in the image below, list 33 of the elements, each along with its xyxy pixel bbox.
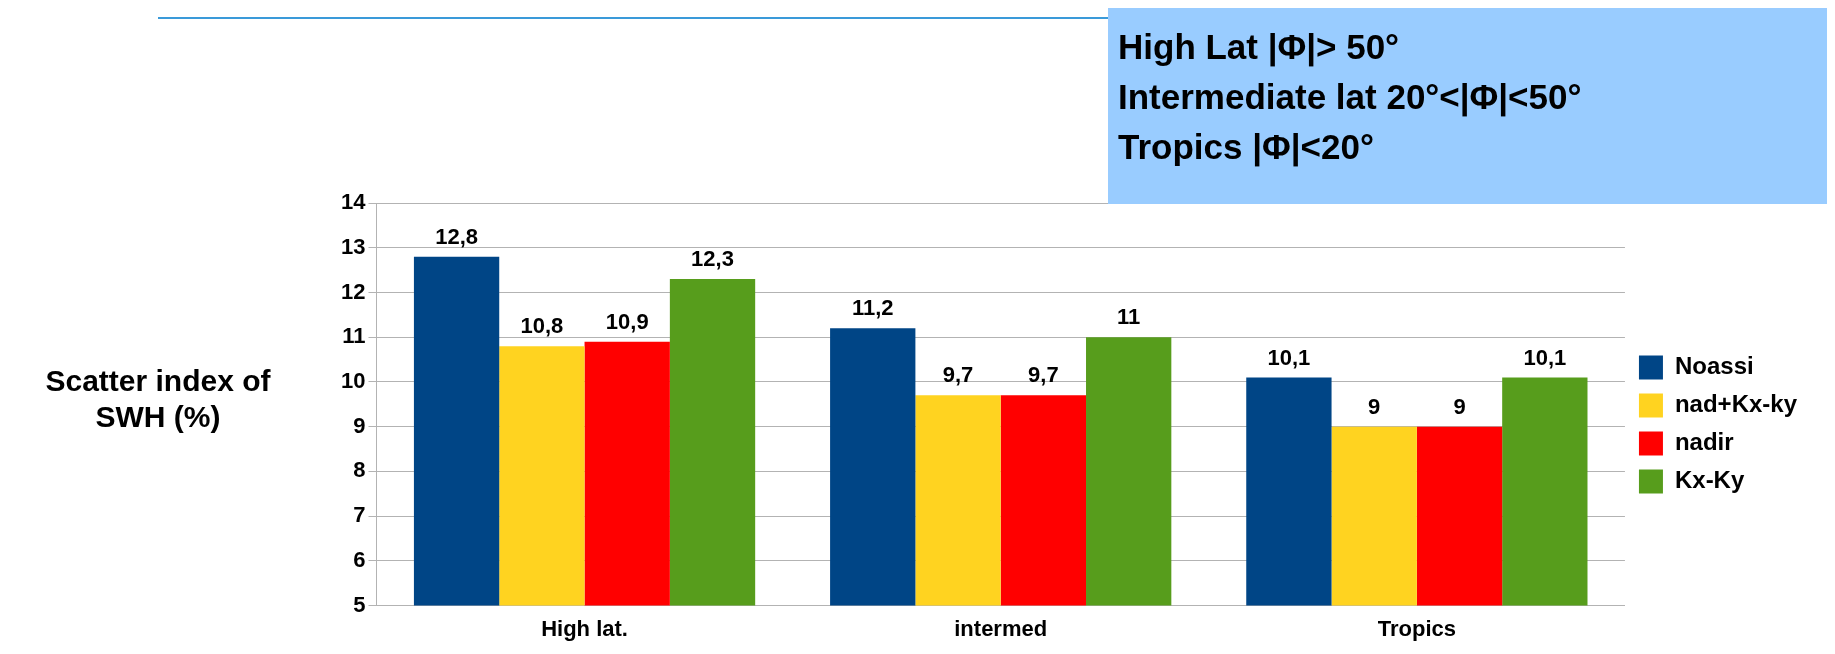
x-tick-label: Tropics — [1377, 615, 1456, 641]
data-label: 10,1 — [1267, 344, 1311, 370]
legend-label: nad+Kx-ky — [1674, 390, 1798, 418]
data-label: 9,7 — [1028, 362, 1059, 388]
data-label: 9 — [1453, 393, 1466, 419]
y-tick-label: 7 — [353, 502, 366, 528]
x-tick-label: High lat. — [541, 615, 628, 641]
y-tick-label: 6 — [353, 546, 366, 572]
legend-label: Kx-Ky — [1674, 466, 1745, 494]
y-tick-label: 9 — [353, 412, 366, 438]
data-label: 10,9 — [605, 308, 649, 334]
data-label: 12,3 — [691, 246, 734, 272]
y-tick-label: 13 — [340, 233, 366, 259]
data-label: 10,8 — [520, 313, 564, 339]
y-tick-label: 8 — [353, 457, 366, 483]
text: Intermediate lat 20°<|Φ|<50° — [1118, 76, 1583, 119]
x-tick-label: intermed — [954, 615, 1048, 641]
data-label: 10,1 — [1523, 344, 1567, 370]
text: Tropics |Φ|<20° — [1118, 126, 1375, 169]
data-label: 12,8 — [435, 223, 478, 249]
y-tick-label: 14 — [340, 189, 367, 215]
data-label: 9,7 — [942, 362, 974, 388]
data-label: 11 — [1117, 304, 1141, 330]
y-tick-label: 5 — [353, 591, 366, 617]
data-label: 11,2 — [851, 295, 894, 321]
y-tick-label: 12 — [340, 278, 366, 304]
y-axis-title: Scatter index of SWH (%) — [44, 363, 272, 435]
legend-label: Noassi — [1674, 352, 1754, 380]
y-tick-label: 11 — [342, 323, 366, 349]
text: High Lat |Φ|> 50° — [1118, 26, 1401, 69]
data-label: 9 — [1368, 393, 1381, 419]
legend-label: nadir — [1674, 428, 1734, 456]
y-tick-label: 10 — [340, 368, 366, 393]
